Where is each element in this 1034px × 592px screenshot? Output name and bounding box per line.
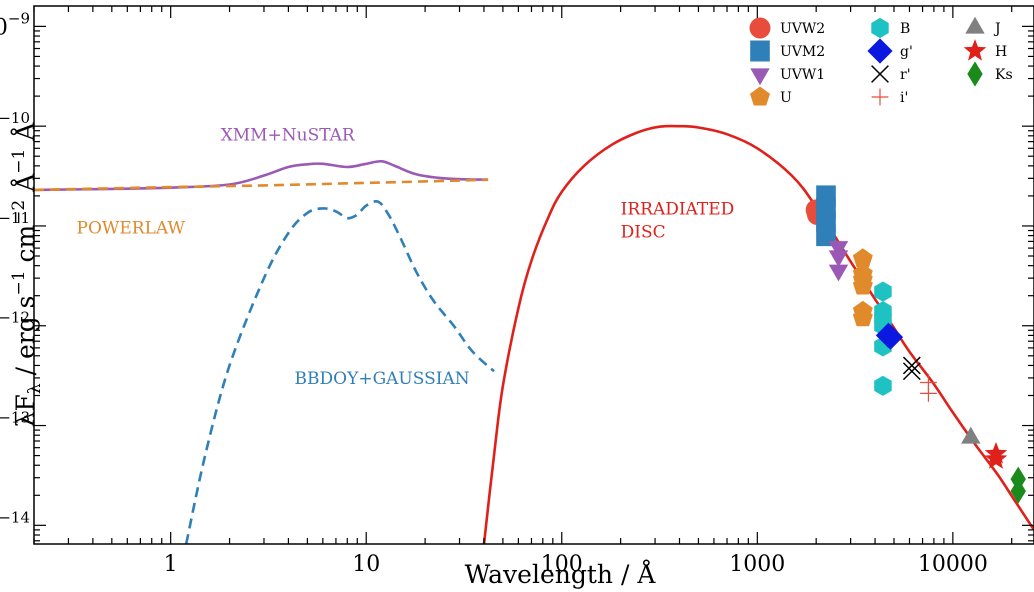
legend-marker-j	[965, 16, 985, 34]
series-i	[920, 374, 937, 402]
legend-marker-uvw2	[749, 17, 771, 39]
y-tick-label: 10−14	[0, 508, 30, 539]
y-axis-units-1: / erg s	[11, 296, 40, 384]
legend-label-u: U	[780, 90, 792, 106]
legend-entry-uvw2: UVW2	[749, 17, 825, 39]
annotation-xmm-nustar: XMM+NuSTAR	[221, 125, 356, 145]
point-r	[902, 356, 921, 375]
y-axis-subscript: λ	[25, 383, 45, 394]
legend: UVW2 UVM2 UVW1 U Bg' r' i' JH Ks	[749, 16, 1013, 106]
point-u	[852, 275, 873, 295]
y-axis-symbol: λF	[11, 394, 40, 427]
point-uvw1	[828, 250, 849, 268]
data-points	[805, 185, 1026, 504]
legend-entry-h: H	[963, 39, 1007, 61]
y-axis-units-3: Å	[10, 173, 40, 200]
curve-powerlaw	[34, 178, 489, 192]
series-uvm2	[816, 185, 836, 247]
legend-entry-ks: Ks	[967, 61, 1013, 87]
series-h	[984, 442, 1008, 469]
annotation-disc: DISC	[621, 222, 666, 242]
y-tick-label: 10−11	[0, 209, 30, 240]
annotation-irradiated: IRRADIATED	[621, 200, 735, 220]
point-g	[877, 324, 904, 350]
legend-entry-g: g'	[867, 38, 913, 64]
y-axis-units-4: Å	[10, 122, 40, 149]
axis-ticks	[33, 6, 1034, 544]
legend-label-i: i'	[900, 90, 908, 106]
x-tick-label: 100	[541, 552, 583, 577]
series-u	[852, 248, 873, 327]
series-r	[902, 356, 921, 381]
point-b	[874, 281, 892, 302]
point-b	[874, 375, 892, 396]
series-uvw1	[828, 241, 849, 282]
legend-label-r: r'	[900, 67, 911, 83]
legend-marker-b	[871, 17, 889, 39]
y-tick-label: 10−12	[0, 309, 30, 340]
svg-text:λFλ / erg s−1 cm−2 Å−1 Å: λFλ / erg s−1 cm−2 Å−1 Å	[9, 122, 45, 428]
legend-label-uvm2: UVM2	[780, 44, 825, 60]
legend-entry-j: J	[965, 16, 1001, 37]
legend-label-j: J	[993, 21, 1001, 37]
x-tick-label: 1000	[729, 552, 785, 577]
legend-marker-u	[750, 86, 770, 106]
y-axis-units-2: cm	[11, 225, 40, 271]
legend-label-b: B	[900, 21, 910, 37]
x-tick-label: 10	[352, 552, 380, 577]
legend-marker-ks	[967, 61, 983, 87]
legend-marker-uvm2	[750, 40, 770, 62]
y-axis-exp-1: −1	[9, 270, 29, 295]
legend-label-ks: Ks	[995, 67, 1013, 83]
legend-entry-uvm2: UVM2	[750, 40, 825, 62]
y-axis-exp-2: −2	[9, 200, 29, 225]
curve-bbdoy-gaussian	[184, 200, 495, 544]
legend-marker-h	[963, 39, 987, 61]
legend-marker-uvw1	[750, 68, 770, 86]
series-ks	[1010, 466, 1026, 504]
legend-entry-b: B	[871, 17, 910, 39]
point-uvm2	[816, 225, 836, 247]
y-tick-label: 10−10	[0, 109, 30, 140]
point-j	[961, 426, 981, 444]
legend-marker-r	[871, 65, 889, 83]
legend-label-uvw2: UVW2	[780, 21, 825, 37]
y-tick-label: 10−9	[0, 9, 30, 40]
point-u	[852, 248, 873, 268]
legend-marker-i	[871, 88, 889, 106]
point-i	[920, 384, 937, 402]
annotation-powerlaw: POWERLAW	[77, 219, 186, 239]
series-j	[961, 426, 981, 444]
model-curves	[34, 124, 1034, 544]
point-uvw1	[828, 264, 849, 282]
x-tick-label: 10000	[918, 552, 988, 577]
legend-marker-g	[867, 38, 893, 64]
point-u	[852, 307, 873, 327]
y-axis-title: λFλ / erg s−1 cm−2 Å−1 Å	[9, 122, 45, 428]
tick-labels: 1 10 100 1000 10000 10−14 10−13 10−12 10−11 10−10…	[0, 9, 988, 577]
point-ks	[1010, 478, 1026, 504]
point-uvw1	[828, 241, 849, 258]
annotation-bbdoy-gaussian: BBDOY+GAUSSIAN	[295, 369, 470, 389]
curve-annotations: XMM+NuSTAR POWERLAW BBDOY+GAUSSIAN IRRADIAT…	[77, 125, 735, 389]
y-tick-label: 10−13	[0, 409, 30, 440]
legend-entry-i: i'	[871, 88, 908, 106]
legend-entry-uvw1: UVW1	[750, 67, 825, 86]
plot-frame	[33, 5, 1034, 545]
legend-entry-u: U	[750, 86, 792, 106]
x-tick-label: 1	[164, 552, 178, 577]
curve-irradiated-disc	[482, 124, 1034, 544]
y-axis-exp-3: −1	[9, 149, 29, 174]
point-r	[902, 362, 921, 381]
point-h	[984, 447, 1008, 469]
legend-label-uvw1: UVW1	[780, 67, 825, 83]
x-axis-title: Wavelength / Å	[465, 559, 657, 589]
legend-label-g: g'	[900, 44, 913, 60]
legend-label-h: H	[995, 44, 1007, 60]
legend-entry-r: r'	[871, 65, 911, 83]
series-g	[875, 322, 904, 350]
